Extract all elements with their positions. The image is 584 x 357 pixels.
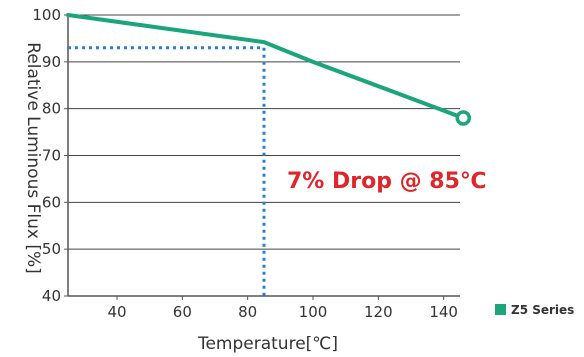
- y-tick-label-90: 90: [42, 53, 61, 71]
- x-tick-label-120: 120: [364, 303, 393, 321]
- y-tick-label-100: 100: [32, 6, 61, 24]
- x-tick-label-100: 100: [299, 303, 328, 321]
- x-tick-label-140: 140: [429, 303, 458, 321]
- x-tick-label-80: 80: [238, 303, 257, 321]
- x-ticks: 40 60 80 100 120 140: [107, 296, 458, 321]
- x-tick-label-60: 60: [173, 303, 192, 321]
- guide-lines: [68, 46, 266, 296]
- y-tick-label-60: 60: [42, 193, 61, 211]
- series: [66, 13, 472, 126]
- legend-swatch: [495, 304, 506, 315]
- y-ticks: 40 50 60 70 80 90 100: [32, 6, 68, 305]
- y-tick-label-50: 50: [42, 240, 61, 258]
- annotation-text: 7% Drop @ 85℃: [287, 169, 487, 194]
- x-tick-label-40: 40: [107, 303, 126, 321]
- legend-label: Z5 Series: [511, 303, 574, 317]
- series-endpoint-marker: [455, 110, 472, 126]
- y-axis-title: Relative Luminous Flux [%]: [23, 42, 43, 274]
- y-tick-label-70: 70: [42, 147, 61, 165]
- legend: Z5 Series: [495, 303, 574, 317]
- series-line-0: [66, 13, 466, 121]
- y-tick-label-40: 40: [42, 287, 61, 305]
- y-tick-label-80: 80: [42, 100, 61, 118]
- x-axis-title: Temperature[℃]: [197, 334, 338, 354]
